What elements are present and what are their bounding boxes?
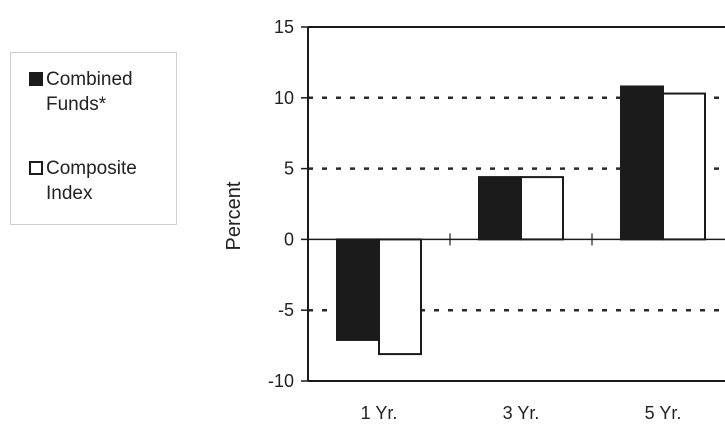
bar-combined-funds <box>478 176 522 241</box>
legend-label: Composite Index <box>46 156 166 206</box>
x-tick-label: 3 Yr. <box>503 403 540 423</box>
legend-swatch-filled <box>29 72 43 86</box>
x-tick-label: 5 Yr. <box>645 403 682 423</box>
y-axis-title: Percent <box>223 181 245 250</box>
legend-item-combined-funds: Combined Funds* <box>29 67 166 117</box>
bar-composite-index <box>378 238 422 356</box>
chart-legend: Combined Funds* Composite Index <box>10 52 177 225</box>
bar-composite-index <box>662 92 706 241</box>
legend-swatch-outline <box>29 161 43 175</box>
bar-composite-index <box>520 176 564 241</box>
legend-label-line: Composite <box>46 158 137 179</box>
y-tick-label: 15 <box>274 17 294 37</box>
legend-label-line: Index <box>46 183 93 204</box>
legend-item-composite-index: Composite Index <box>29 156 166 206</box>
y-tick-label: -5 <box>278 300 294 320</box>
legend-label-line: Combined <box>46 69 133 90</box>
bar-combined-funds <box>336 238 380 341</box>
legend-label: Combined Funds* <box>46 67 166 117</box>
legend-label-line: Funds* <box>46 94 107 115</box>
y-tick-label: -10 <box>268 371 294 391</box>
y-tick-label: 0 <box>284 229 294 249</box>
y-tick-label: 10 <box>274 88 294 108</box>
bar-combined-funds <box>620 85 664 241</box>
x-tick-label: 1 Yr. <box>361 403 398 423</box>
y-tick-label: 5 <box>284 159 294 179</box>
